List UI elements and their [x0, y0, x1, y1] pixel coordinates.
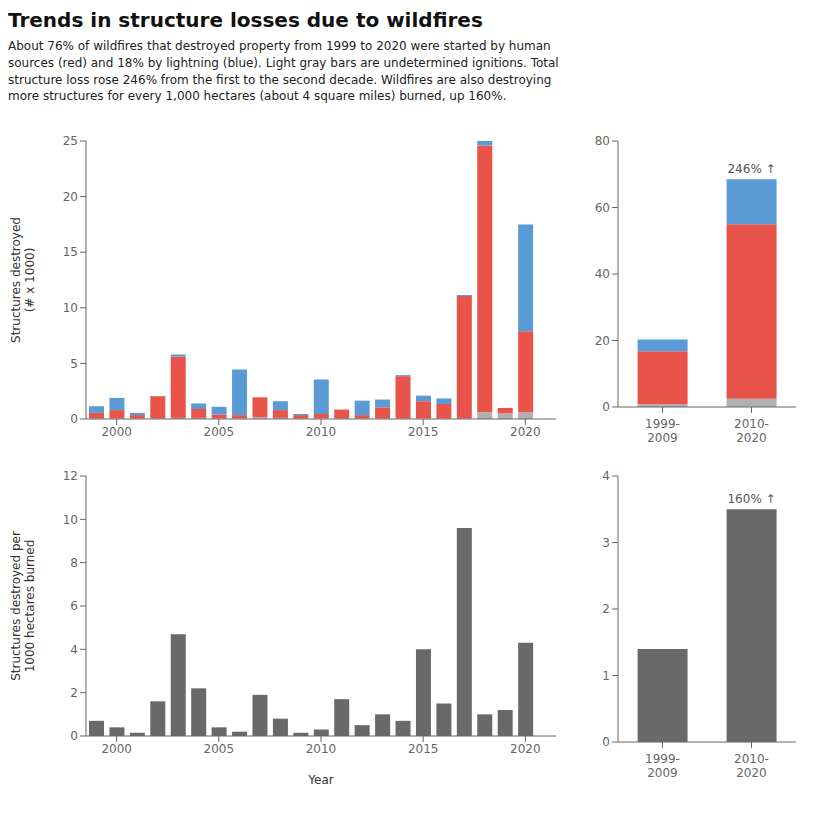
- svg-text:0: 0: [70, 729, 78, 743]
- svg-text:2020: 2020: [510, 425, 541, 439]
- svg-text:2005: 2005: [204, 425, 235, 439]
- svg-text:Year: Year: [307, 773, 333, 787]
- svg-text:4: 4: [602, 469, 610, 483]
- svg-text:2020: 2020: [510, 742, 541, 756]
- svg-text:2015: 2015: [408, 742, 439, 756]
- svg-text:1999-2009: 1999-2009: [645, 752, 680, 780]
- svg-text:4: 4: [70, 643, 78, 657]
- svg-text:2015: 2015: [408, 425, 439, 439]
- svg-text:2005: 2005: [204, 742, 235, 756]
- svg-text:2000: 2000: [101, 425, 132, 439]
- html-text:Trends in structure losses due: Trends in structure losses due to wildfi…: [8, 8, 483, 32]
- svg-text:20: 20: [595, 334, 610, 348]
- svg-text:160% ↑: 160% ↑: [727, 492, 775, 506]
- svg-text:0: 0: [70, 412, 78, 426]
- svg-text:2010-2020: 2010-2020: [734, 752, 769, 780]
- svg-text:60: 60: [595, 201, 610, 215]
- svg-text:8: 8: [70, 556, 78, 570]
- svg-text:15: 15: [63, 246, 78, 260]
- svg-text:40: 40: [595, 267, 610, 281]
- svg-text:6: 6: [70, 599, 78, 613]
- svg-text:25: 25: [63, 134, 78, 148]
- svg-text:5: 5: [70, 357, 78, 371]
- svg-text:10: 10: [63, 513, 78, 527]
- svg-text:2000: 2000: [101, 742, 132, 756]
- svg-text:246% ↑: 246% ↑: [727, 162, 775, 176]
- svg-text:10: 10: [63, 301, 78, 315]
- svg-text:1: 1: [602, 669, 610, 683]
- svg-text:2010: 2010: [306, 425, 337, 439]
- svg-text:2: 2: [70, 686, 78, 700]
- svg-text:Structures destroyed(# x 1000): Structures destroyed(# x 1000): [9, 217, 37, 343]
- svg-text:3: 3: [602, 536, 610, 550]
- html-text:About 76% of wildfires that de: About 76% of wildfires that destroyed pr…: [8, 39, 559, 104]
- svg-text:1999-2009: 1999-2009: [645, 417, 680, 445]
- svg-text:2010-2020: 2010-2020: [734, 417, 769, 445]
- svg-text:2: 2: [602, 602, 610, 616]
- svg-text:80: 80: [595, 134, 610, 148]
- svg-text:0: 0: [602, 735, 610, 749]
- svg-text:2010: 2010: [306, 742, 337, 756]
- svg-text:12: 12: [63, 469, 78, 483]
- svg-text:20: 20: [63, 190, 78, 204]
- svg-text:Structures destroyed per1000 h: Structures destroyed per1000 hectares bu…: [9, 531, 37, 681]
- svg-text:0: 0: [602, 400, 610, 414]
